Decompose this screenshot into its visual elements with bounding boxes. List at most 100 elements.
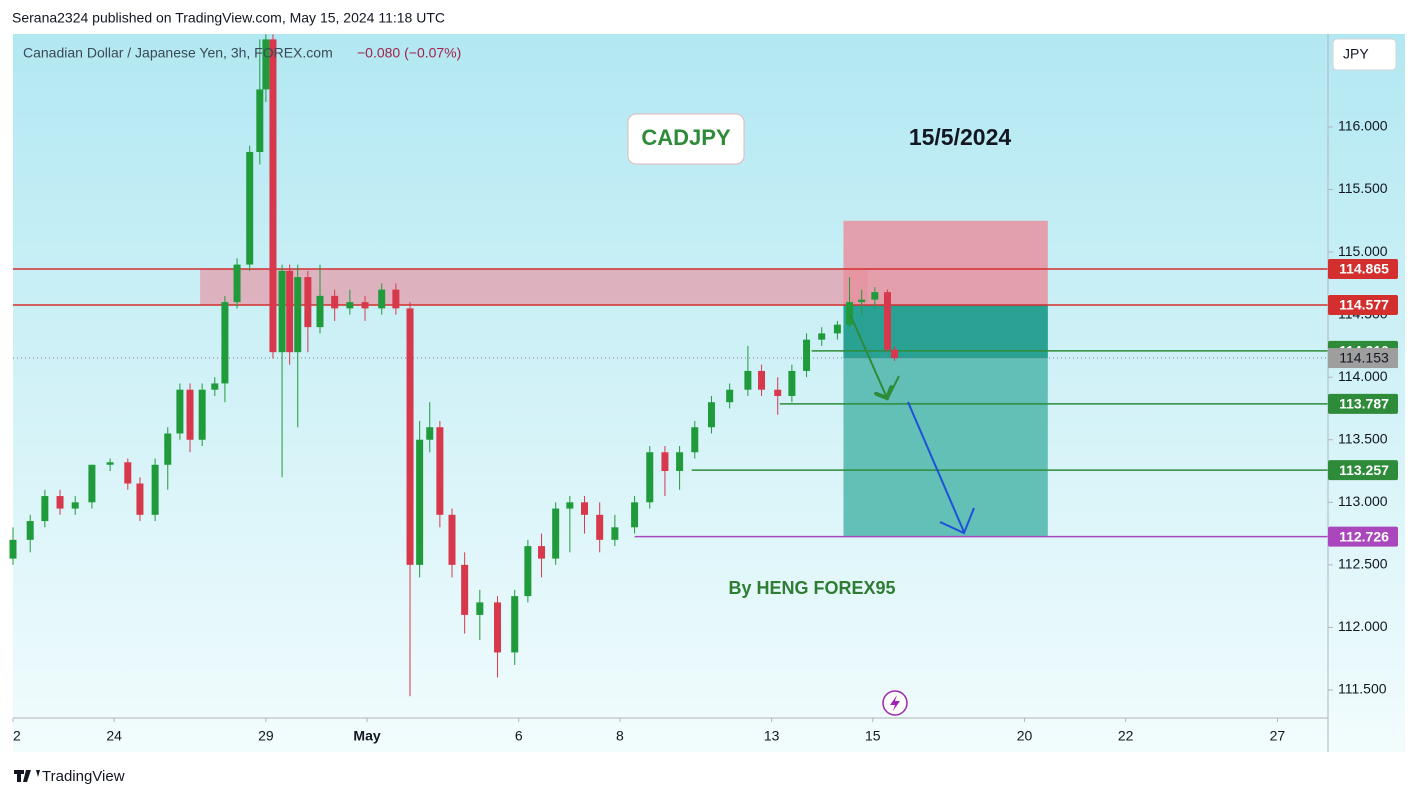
level-label-box [1328, 294, 1398, 315]
candle-body [151, 464, 159, 515]
y-tick-label: 111.500 [1338, 681, 1387, 697]
candle-body [581, 502, 589, 515]
level-label-box [1328, 460, 1398, 481]
level-label: 114.865 [1339, 261, 1389, 277]
candle-body [198, 389, 206, 440]
candle-body [186, 389, 194, 440]
blue-arrow [907, 401, 965, 533]
candle-body [278, 270, 286, 353]
candle-body [106, 462, 114, 465]
price-change: −0.080 (−0.07%) [357, 45, 461, 61]
candle-body [26, 521, 34, 540]
candle-body [744, 370, 752, 390]
currency-button[interactable] [1332, 38, 1397, 71]
last-price-label: 114.153 [1339, 350, 1389, 366]
candle-body [788, 370, 796, 396]
x-tick-label: 15 [865, 728, 881, 744]
candle-body [392, 289, 400, 309]
x-tick-label: 8 [616, 728, 624, 744]
candle-body [707, 402, 715, 428]
axes: 111.500 112.000 112.500 113.000 113.500 114.0… [12, 118, 1398, 744]
symbol-label: CADJPY [641, 125, 731, 150]
x-tick-label: May [353, 728, 380, 744]
y-tick-label: 115.000 [1338, 243, 1388, 259]
green-arrow-head [886, 375, 900, 401]
candle-body [233, 264, 241, 303]
plot-area [9, 34, 1328, 697]
candle-body [646, 452, 654, 503]
candle-body [316, 295, 324, 328]
candle-body [176, 389, 184, 434]
y-tick-label: 113.500 [1338, 430, 1388, 446]
candle-body [858, 299, 866, 303]
candle-body [304, 277, 312, 328]
level-label-box [1328, 258, 1398, 279]
candle-body [331, 295, 339, 309]
candle-body [631, 502, 639, 528]
level-label-box [1328, 393, 1398, 414]
candle-body [256, 89, 264, 152]
y-tick-label: 112.500 [1338, 556, 1388, 572]
green-arrow [849, 313, 887, 398]
candle-body [136, 483, 144, 515]
candle-body [378, 289, 386, 309]
date-note: 15/5/2024 [909, 124, 1012, 150]
symbol-description: Canadian Dollar / Japanese Yen, 3h, FORE… [23, 45, 333, 61]
overlay: CADJPY 15/5/2024 By HENG FOREX95 Canadia… [23, 38, 1397, 716]
candle-body [803, 339, 811, 371]
candle-body [221, 302, 229, 384]
tradingview-logo [14, 770, 40, 782]
candle-body [448, 514, 456, 565]
candle-body [596, 514, 604, 540]
candle-body [262, 39, 270, 90]
candle-body [88, 464, 96, 503]
candle-body [833, 324, 841, 334]
candle-body [246, 151, 254, 265]
x-tick-label: 6 [515, 728, 523, 744]
y-tick-label: 116.000 [1338, 118, 1388, 134]
level-label-box [1328, 526, 1398, 547]
level-label: 112.726 [1339, 528, 1389, 544]
candle-body [883, 292, 891, 350]
candle-body [56, 496, 64, 509]
candle-body [476, 602, 484, 615]
candle-body [71, 502, 79, 509]
candle-body [361, 302, 369, 309]
x-tick-label: 20 [1017, 728, 1033, 744]
candle-body [774, 389, 782, 396]
y-tick-label: 115.500 [1338, 180, 1388, 196]
candle-body [846, 302, 854, 325]
candle-body [124, 462, 132, 484]
x-tick-label: 27 [1270, 728, 1286, 744]
candle-body [286, 270, 294, 353]
x-tick-label: 22 [1118, 728, 1134, 744]
candle-body [552, 508, 560, 559]
x-tick-label: 13 [764, 728, 780, 744]
last-price-box [1328, 348, 1398, 369]
candle-body [661, 452, 669, 472]
blue-arrow-head [939, 507, 975, 535]
level-label: 113.787 [1339, 396, 1389, 412]
event-icon-bolt [890, 695, 900, 711]
open-profit-area [843, 304, 1048, 359]
candle-body [269, 39, 277, 353]
currency-label: JPY [1343, 46, 1369, 62]
x-tick-label: 2 [13, 728, 21, 744]
candle-body [426, 427, 434, 440]
candle-body [461, 564, 469, 615]
candle-body [758, 370, 766, 390]
header: Serana2324 published on TradingView.com,… [12, 10, 445, 26]
resistance-zone [200, 268, 868, 305]
candle-body [566, 502, 574, 509]
candle-body [871, 292, 879, 300]
candle-body [611, 527, 619, 540]
candle-body [346, 302, 354, 309]
footer-brand: TradingView [42, 768, 125, 785]
candle-body [891, 349, 899, 359]
author-note: By HENG FOREX95 [728, 578, 895, 598]
candle-body [294, 277, 302, 353]
x-tick-label: 24 [106, 728, 122, 744]
candle-body [211, 383, 219, 390]
candle-body [676, 452, 684, 472]
